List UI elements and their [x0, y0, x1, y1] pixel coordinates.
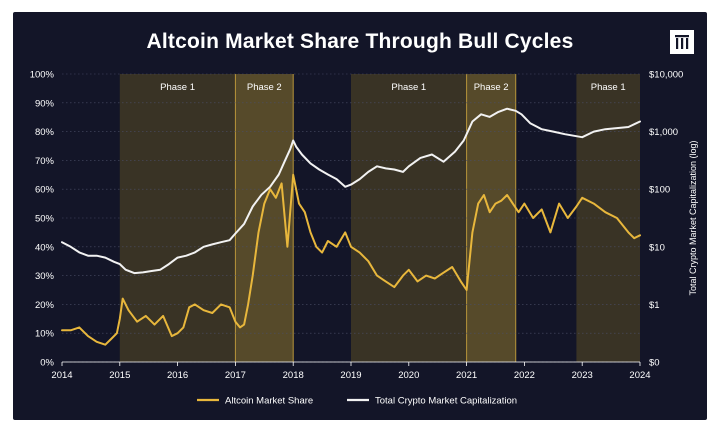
x-tick-label: 2019 [340, 370, 361, 381]
y-right-tick-label: $100 [649, 185, 670, 196]
phase-label: Phase 2 [474, 82, 509, 93]
y-left-tick-label: 0% [40, 358, 54, 369]
phase-label: Phase 2 [247, 82, 282, 93]
altcoin-share-line [61, 173, 641, 346]
x-tick-label: 2016 [167, 370, 188, 381]
phase-label: Phase 1 [160, 82, 195, 93]
grid [62, 73, 640, 363]
x-tick-label: 2015 [109, 370, 130, 381]
series [61, 107, 641, 346]
y-left-tick-label: 10% [35, 329, 55, 340]
y-right-tick-label: $0 [649, 358, 660, 369]
brand-logo-icon [670, 30, 694, 54]
x-tick-label: 2017 [225, 370, 246, 381]
y-left-tick-label: 50% [35, 214, 55, 225]
legend-entry: Altcoin Market Share [225, 396, 313, 407]
y-right-tick-label: $10 [649, 242, 665, 253]
y-right-tick-label: $1,000 [649, 127, 678, 138]
y-right-tick-label: $1 [649, 300, 660, 311]
phase-band [235, 74, 294, 362]
y-left-tick-label: 60% [35, 185, 55, 196]
y-left-tick-label: 40% [35, 242, 55, 253]
total-market-cap-line [61, 107, 641, 275]
y-left-tick-label: 90% [35, 98, 55, 109]
y-left-tick-label: 30% [35, 271, 55, 282]
x-tick-label: 2020 [398, 370, 419, 381]
legend-entry: Total Crypto Market Capitalization [375, 396, 517, 407]
y-left-tick-label: 70% [35, 156, 55, 167]
legend: Altcoin Market Share Total Crypto Market … [197, 396, 517, 407]
x-tick-label: 2021 [456, 370, 477, 381]
x-tick-label: 2023 [572, 370, 593, 381]
x-tick-label: 2022 [514, 370, 535, 381]
y-left-tick-label: 100% [30, 70, 55, 81]
y-left-tick-label: 80% [35, 127, 55, 138]
phase-bands: Phase 1 Phase 2 Phase 1 Phase 2 Phase 1 [119, 74, 640, 362]
y-right-tick-label: $10,000 [649, 70, 683, 81]
phase-band [351, 74, 467, 362]
chart-title: Altcoin Market Share Through Bull Cycles [146, 30, 574, 53]
x-tick-label: 2018 [283, 370, 304, 381]
x-tick-label: 2024 [629, 370, 650, 381]
y-right-axis-label: Total Crypto Market Capitalization (log) [688, 140, 698, 295]
phase-label: Phase 1 [391, 82, 426, 93]
axes: 2014 2015 2016 2017 2018 2019 2020 2021 2022 2023… [30, 70, 698, 382]
y-left-tick-label: 20% [35, 300, 55, 311]
phase-label: Phase 1 [591, 82, 626, 93]
x-tick-label: 2014 [51, 370, 72, 381]
